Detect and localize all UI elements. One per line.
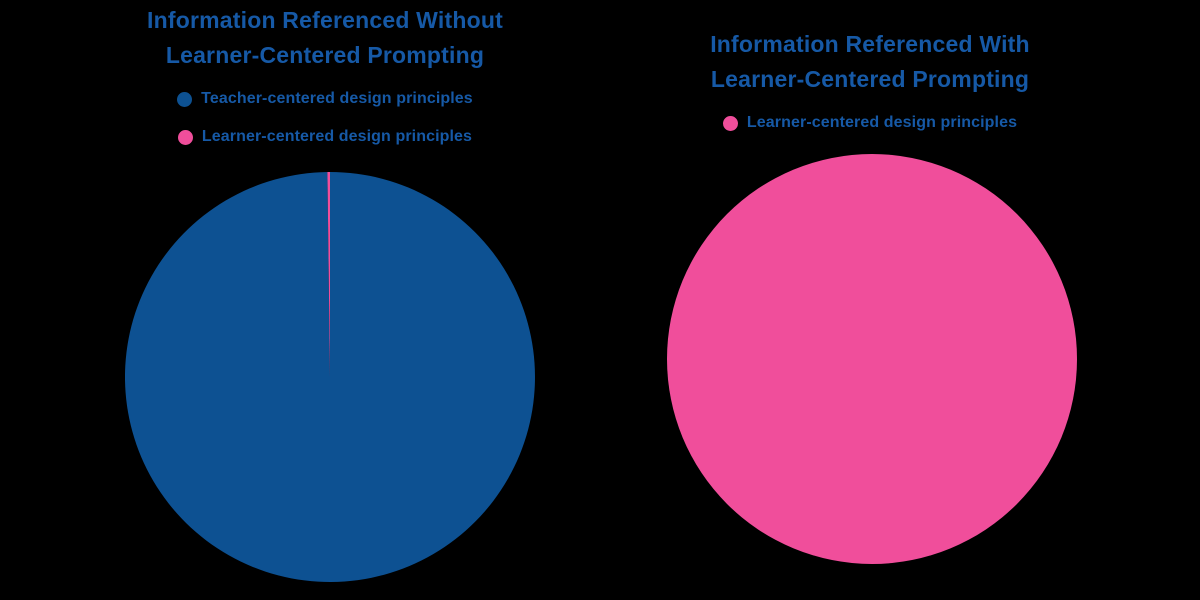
legend-label: Learner-centered design principles: [746, 114, 1018, 131]
chart-without-lcp: Information Referenced Without Learner-C…: [0, 0, 650, 148]
pie-chart-without-lcp: [125, 172, 535, 582]
legend-item-learner-centered: Learner-centered design principles: [722, 112, 1018, 134]
legend-item-learner-centered: Learner-centered design principles: [177, 126, 473, 148]
chart-title-line: Information Referenced With: [710, 31, 1030, 57]
legend-label: Teacher-centered design principles: [201, 90, 473, 107]
pie-slice-learner-centered: [327, 172, 330, 377]
legend-item-teacher-centered: Teacher-centered design principles: [177, 88, 473, 110]
legend-label: Learner-centered design principles: [201, 128, 473, 145]
learner-centered-swatch-icon: [722, 115, 738, 131]
legend-without-lcp: Teacher-centered design principles Learn…: [177, 88, 473, 148]
pie-slice-learner-centered: [667, 154, 1077, 564]
pie-chart-with-lcp: [667, 154, 1077, 564]
pie-slice-teacher-centered: [125, 172, 535, 582]
chart-title-line: Learner-Centered Prompting: [710, 66, 1030, 92]
learner-centered-swatch-icon: [177, 129, 193, 145]
chart-title-line: Learner-Centered Prompting: [165, 42, 485, 68]
chart-title-line: Information Referenced Without: [147, 7, 503, 33]
chart-title-without-lcp: Information Referenced Without Learner-C…: [147, 0, 503, 73]
teacher-centered-swatch-icon: [177, 91, 193, 107]
chart-with-lcp: Information Referenced With Learner-Cent…: [600, 0, 1140, 134]
chart-title-with-lcp: Information Referenced With Learner-Cent…: [710, 0, 1030, 97]
legend-with-lcp: Learner-centered design principles: [722, 112, 1018, 134]
